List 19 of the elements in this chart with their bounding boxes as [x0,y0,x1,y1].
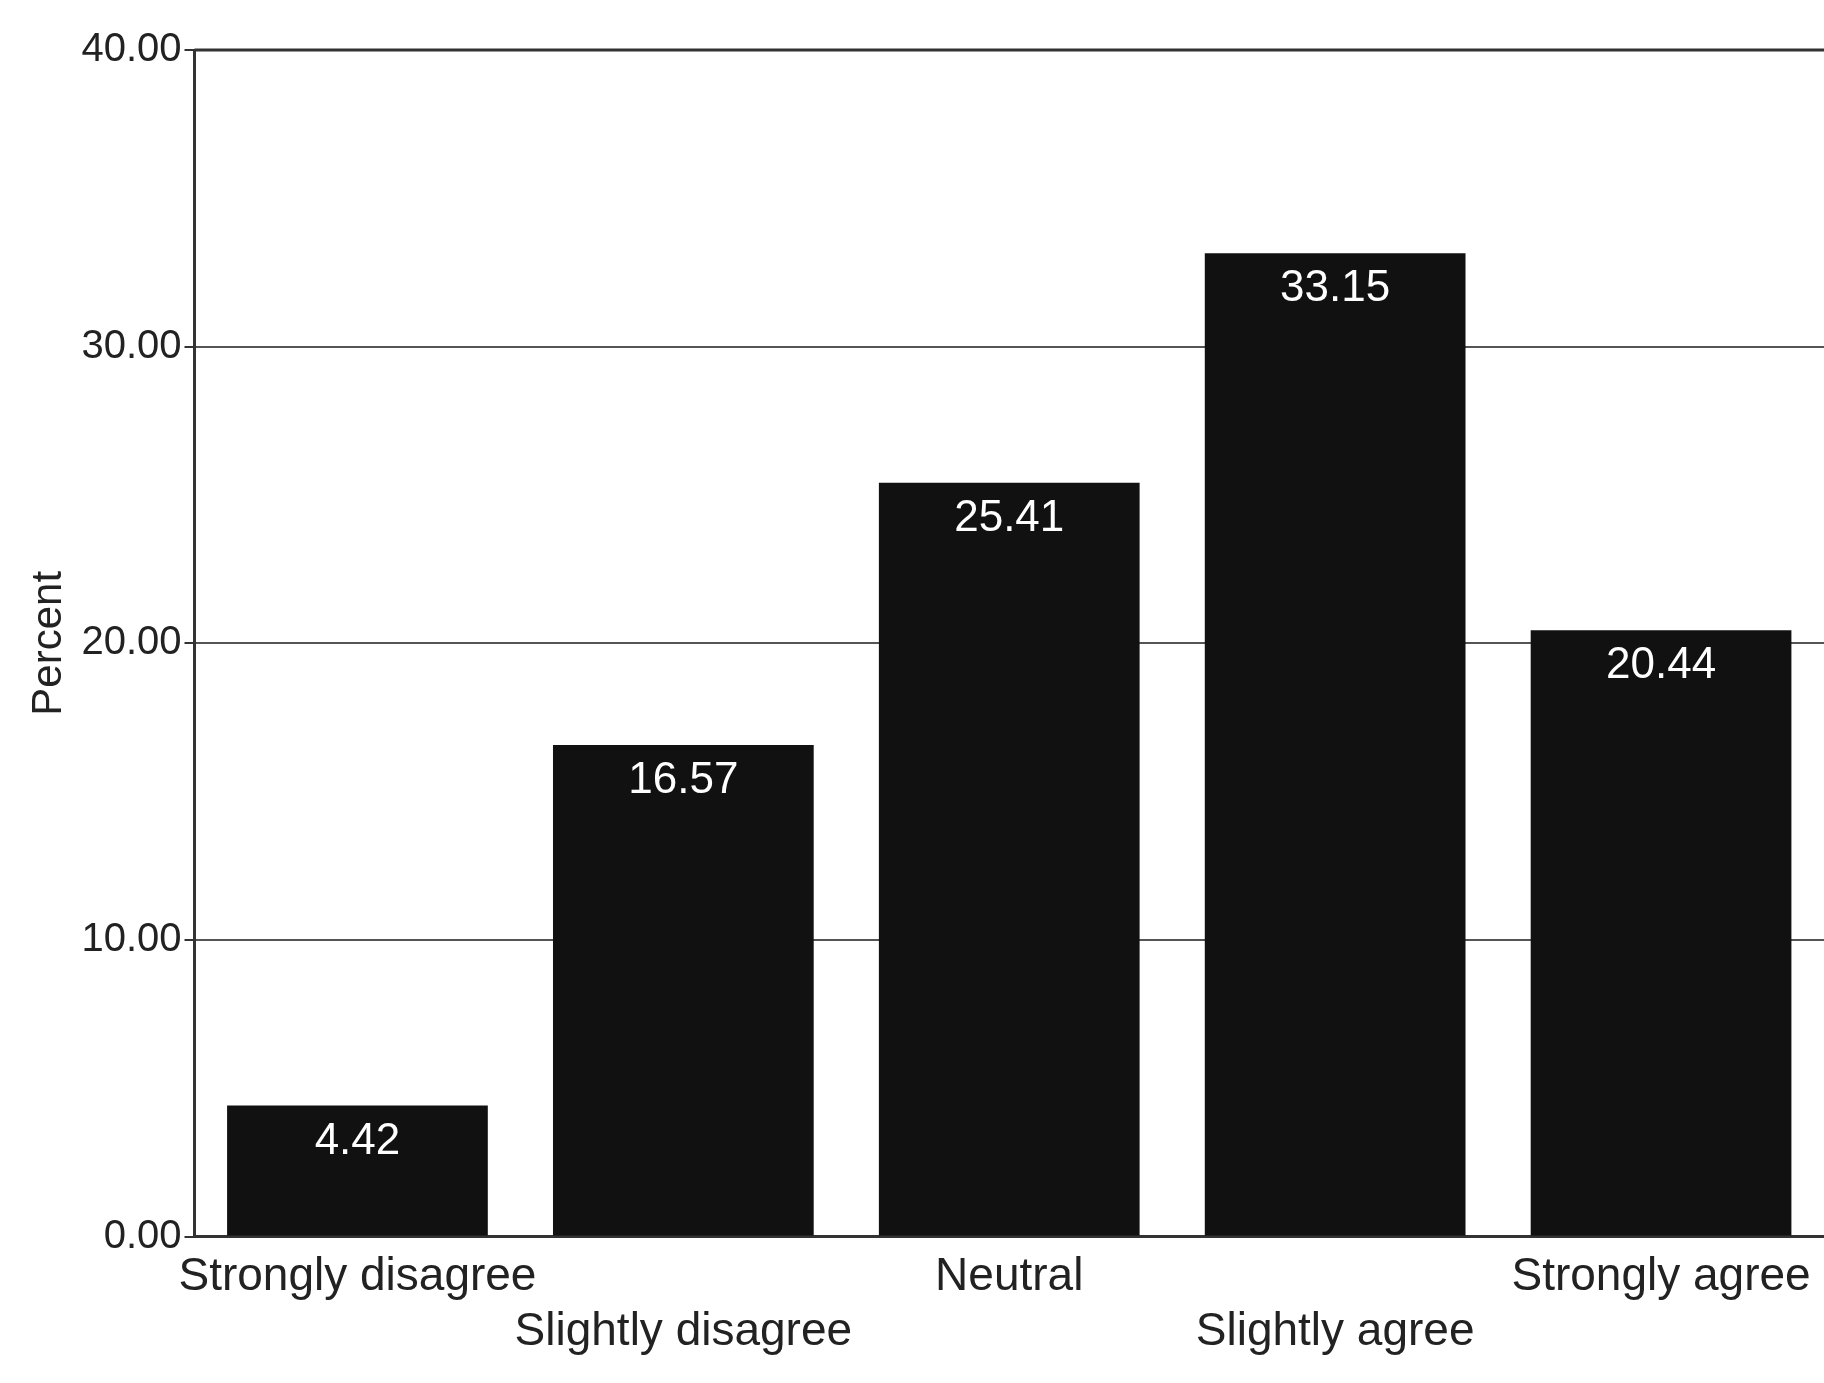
bar [227,1105,488,1236]
data-label: 25.41 [954,490,1065,540]
y-tick-label: 40.00 [81,25,182,70]
data-label: 4.42 [314,1113,401,1163]
y-tick-label: 30.00 [81,321,182,366]
x-tick-label: Slightly agree [1195,1303,1475,1356]
y-axis-title: Percent [22,570,70,716]
data-label: 20.44 [1606,638,1717,688]
y-tick-label: 20.00 [81,618,182,663]
x-tick-label: Slightly disagree [514,1303,853,1356]
bar [552,745,814,1236]
data-label: 33.15 [1280,261,1391,311]
bar [1204,253,1466,1236]
data-label: 16.57 [628,753,739,803]
x-tick-label: Strongly agree [1511,1247,1811,1300]
bar [878,482,1140,1236]
bar [1530,630,1792,1236]
x-tick-label: Neutral [935,1247,1084,1300]
y-tick-label: 10.00 [81,914,182,959]
